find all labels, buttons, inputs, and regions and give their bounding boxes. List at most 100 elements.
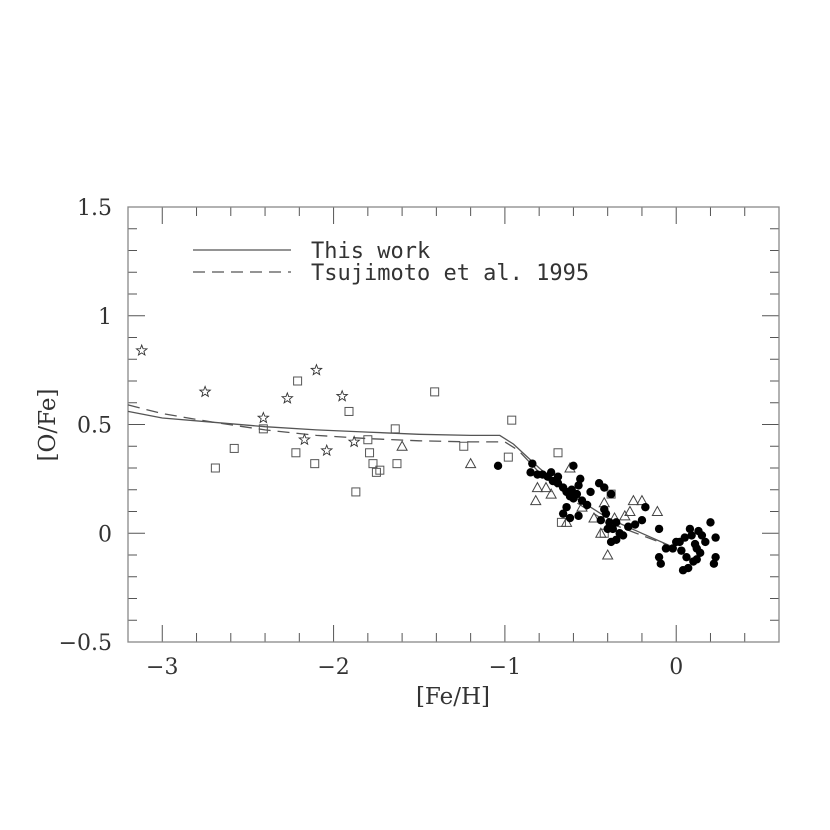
square-marker-icon <box>459 441 469 451</box>
triangle-marker-icon <box>636 494 648 506</box>
filled-circle-marker-icon <box>706 518 715 527</box>
star-marker-icon <box>280 391 294 404</box>
star-marker-icon <box>335 389 349 402</box>
filled-circle-marker-icon <box>574 511 583 521</box>
filled-circle-marker-icon <box>612 535 621 544</box>
filled-circle-marker-icon <box>493 461 503 471</box>
square-marker-icon <box>392 459 402 469</box>
triangle-marker-icon <box>601 548 614 560</box>
square-marker-icon <box>390 424 400 434</box>
filled-circle-marker-icon <box>572 489 582 499</box>
filled-circle-marker-icon <box>682 552 691 562</box>
y-axis-label: [O/Fe] <box>35 389 61 462</box>
square-marker-icon <box>210 463 220 473</box>
filled-circle-marker-icon <box>526 468 535 477</box>
filled-circle-marker-icon <box>605 518 614 527</box>
filled-circle-marker-icon <box>654 524 664 534</box>
square-marker-icon <box>363 435 373 445</box>
square-marker-icon <box>258 424 268 434</box>
filled-circle-marker-icon <box>668 544 677 553</box>
square-marker-icon <box>291 448 301 458</box>
square-marker-icon <box>375 465 385 475</box>
filled-circle-marker-icon <box>618 531 628 540</box>
square-marker-icon <box>371 467 381 477</box>
square-marker-icon <box>365 448 375 458</box>
square-marker-icon <box>351 487 361 497</box>
model-lines <box>127 404 677 550</box>
y-tick-label: 1 <box>98 305 112 330</box>
star-marker-icon <box>256 411 270 424</box>
star-marker-icon <box>347 435 361 448</box>
x-tick-label: −1 <box>489 655 521 680</box>
filled-circle-marker-icon <box>576 474 585 484</box>
star-marker-icon <box>135 343 149 357</box>
x-axis-label: [Fe/H] <box>416 684 490 710</box>
filled-circle-marker-icon <box>678 566 688 575</box>
square-marker-icon <box>229 443 239 453</box>
triangle-marker-icon <box>627 494 640 506</box>
filled-circle-marker-icon <box>692 555 701 564</box>
filled-circle-marker-icon <box>641 502 650 512</box>
filled-circle-marker-icon <box>582 500 592 510</box>
y-tick-label: −0.5 <box>59 631 112 656</box>
tsujimoto-model-line <box>127 404 677 550</box>
legend: This work Tsujimoto et al. 1995 <box>193 239 589 286</box>
star-marker-icon <box>320 443 334 457</box>
x-tick-label: −2 <box>317 655 349 680</box>
filled-circle-marker-icon <box>558 509 568 518</box>
triangle-marker-icon <box>396 440 408 451</box>
filled-circle-marker-icon <box>711 533 720 542</box>
plot-frame <box>127 206 780 643</box>
tick-labels: −3 −2 −1 0 −0.5 0 0.5 1 1.5 <box>59 196 684 680</box>
filled-circle-marker-icon <box>656 559 665 568</box>
filled-circle-marker-icon <box>624 522 633 531</box>
filled-circle-marker-icon <box>654 552 664 562</box>
star-marker-icon <box>297 432 311 446</box>
filled-circle-marker-icon <box>612 518 621 527</box>
triangle-marker-icon <box>545 488 557 499</box>
star-marker-icon <box>198 385 212 398</box>
square-marker-icon <box>553 448 563 458</box>
filled-circle-marker-icon <box>694 526 703 536</box>
filled-circle-marker-icon <box>546 468 556 477</box>
triangle-marker-icon <box>588 511 600 523</box>
filled-circle-marker-icon <box>685 524 695 534</box>
filled-circle-marker-icon <box>711 552 720 562</box>
filled-circle-marker-icon <box>630 520 640 529</box>
filled-circle-marker-icon <box>687 531 696 540</box>
filled-circle-marker-icon <box>603 524 612 534</box>
square-marker-icon <box>503 452 513 462</box>
x-tick-label: 0 <box>669 655 683 680</box>
filled-circle-marker-icon <box>596 516 606 525</box>
this-work-model-line <box>127 410 677 550</box>
square-marker-icon <box>310 459 320 469</box>
filled-circle-marker-icon <box>562 502 571 512</box>
filled-circle-marker-icon <box>528 459 537 468</box>
x-tick-label: −3 <box>146 655 178 680</box>
star-marker-icon <box>309 363 323 376</box>
filled-circle-marker-icon <box>695 548 705 558</box>
square-marker-icon <box>430 387 440 397</box>
triangle-marker-icon <box>594 527 607 538</box>
y-tick-label: 0.5 <box>77 414 112 439</box>
y-tick-label: 0 <box>98 522 112 547</box>
legend-label-tsujimoto: Tsujimoto et al. 1995 <box>311 261 589 286</box>
filled-circle-marker-icon <box>574 481 583 490</box>
filled-circle-marker-icon <box>680 533 689 542</box>
triangle-marker-icon <box>624 505 636 516</box>
filled-circle-marker-icon <box>600 505 609 514</box>
triangle-marker-icon <box>531 481 544 493</box>
filled-circle-marker-icon <box>565 513 575 523</box>
filled-circle-marker-icon <box>637 516 647 525</box>
triangle-marker-icon <box>529 494 542 506</box>
filled-circle-marker-icon <box>600 483 609 492</box>
filled-circle-marker-icon <box>709 559 719 568</box>
triangle-marker-icon <box>464 457 477 469</box>
triangle-marker-icon <box>651 505 664 516</box>
filled-circle-marker-icon <box>553 472 563 481</box>
filled-circle-marker-icon <box>701 537 710 547</box>
square-marker-icon <box>507 415 517 425</box>
filled-circle-marker-icon <box>661 544 671 553</box>
filled-circle-marker-icon <box>677 546 686 555</box>
